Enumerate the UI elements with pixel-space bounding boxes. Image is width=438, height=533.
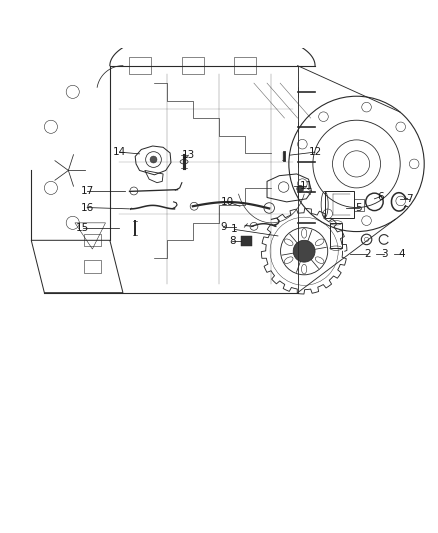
Circle shape (150, 156, 157, 163)
Bar (354, 199, 364, 211)
Text: 13: 13 (182, 150, 195, 160)
Text: 6: 6 (377, 192, 384, 201)
Text: 12: 12 (308, 147, 321, 157)
Bar (130, 57, 151, 75)
Circle shape (297, 185, 304, 192)
Bar (325, 191, 354, 217)
Text: 3: 3 (381, 249, 387, 259)
Text: 2: 2 (364, 249, 371, 259)
Text: 4: 4 (398, 249, 405, 259)
Text: 11: 11 (300, 181, 313, 191)
Text: 9: 9 (220, 222, 227, 232)
Text: 15: 15 (76, 223, 89, 233)
Bar (84, 261, 101, 272)
Bar (234, 57, 256, 75)
Text: 8: 8 (229, 236, 235, 246)
Bar (330, 223, 342, 248)
Bar (241, 236, 252, 246)
Text: 1: 1 (231, 224, 237, 235)
Circle shape (293, 240, 315, 262)
Bar (84, 234, 101, 246)
Text: 10: 10 (221, 197, 234, 207)
Text: 5: 5 (355, 203, 362, 213)
Text: 7: 7 (406, 194, 412, 204)
Text: 16: 16 (81, 203, 94, 213)
Text: 14: 14 (113, 147, 126, 157)
Bar (182, 57, 204, 75)
Text: 17: 17 (81, 187, 94, 196)
